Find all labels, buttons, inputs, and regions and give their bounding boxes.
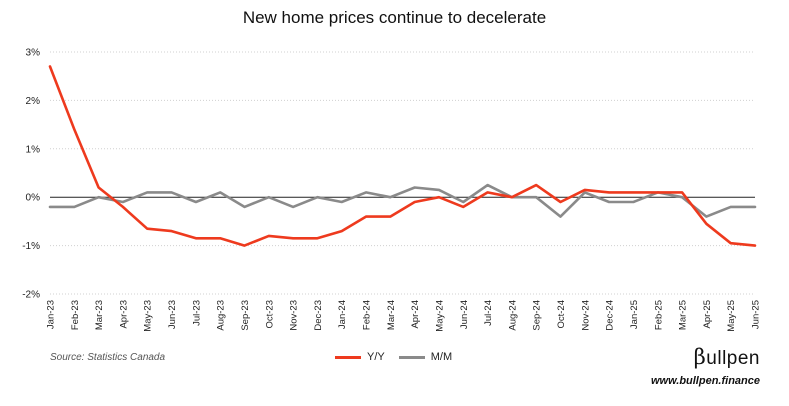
x-tick-label: Sep-24: [532, 300, 543, 331]
x-tick-label: Mar-23: [94, 300, 105, 330]
x-tick-label: Apr-24: [410, 300, 421, 329]
legend: Y/Y M/M: [335, 351, 466, 363]
x-tick-label: Apr-25: [702, 300, 713, 329]
y-tick-label: 0%: [26, 193, 41, 204]
x-tick-label: Sep-23: [240, 300, 251, 331]
x-tick-label: Dec-24: [605, 300, 616, 331]
x-tick-label: Jan-24: [337, 300, 348, 329]
x-tick-label: Jan-25: [629, 300, 640, 329]
y-tick-label: -1%: [22, 241, 40, 252]
x-tick-label: Mar-24: [386, 300, 397, 330]
legend-label-mm: M/M: [430, 351, 453, 363]
x-tick-label: Jun-24: [459, 300, 470, 329]
brand-text: ullpen: [706, 348, 760, 369]
legend-swatch-yy: [335, 355, 361, 359]
x-tick-label: Jan-23: [46, 300, 57, 329]
series-line-mm: [48, 183, 757, 218]
brand-symbol: β: [693, 345, 707, 369]
x-tick-label: Apr-23: [118, 300, 129, 329]
x-tick-label: Jun-25: [751, 300, 762, 329]
x-tick-label: Aug-24: [507, 300, 518, 331]
legend-swatch-mm: [398, 355, 425, 359]
x-tick-label: Jun-23: [167, 300, 178, 329]
site-url: www.bullpen.finance: [651, 375, 760, 387]
x-tick-label: Oct-24: [556, 300, 567, 329]
y-tick-label: -2%: [22, 290, 40, 301]
y-tick-label: 3%: [26, 48, 41, 59]
chart-title: New home prices continue to decelerate: [242, 8, 547, 27]
brand-logo: βullpen: [694, 345, 760, 370]
x-tick-label: Feb-25: [653, 300, 664, 330]
x-tick-label: May-24: [434, 300, 445, 332]
legend-item-mm: M/M: [398, 351, 453, 363]
x-tick-label: Jul-24: [483, 300, 494, 326]
x-axis-ticks: Jan-23 Feb-23 Mar-23 Apr-23 May-23 Jun-23 Jul-…: [46, 300, 762, 332]
x-tick-label: May-25: [726, 300, 737, 332]
x-tick-label: Oct-23: [264, 300, 275, 329]
x-tick-label: Aug-23: [216, 300, 227, 331]
y-axis-ticks: -2% -1% 0% 1% 2% 3%: [22, 48, 40, 301]
x-tick-label: Feb-24: [362, 300, 373, 330]
x-tick-label: Jul-23: [191, 300, 202, 326]
x-tick-label: Dec-23: [313, 300, 324, 331]
series-line-yy: [48, 65, 757, 247]
y-tick-label: 2%: [26, 96, 41, 107]
legend-label-yy: Y/Y: [367, 351, 385, 363]
x-tick-label: Mar-25: [678, 300, 689, 330]
legend-item-yy: Y/Y: [335, 351, 385, 363]
gridlines: [50, 51, 755, 295]
x-tick-label: Nov-23: [289, 300, 300, 331]
x-tick-label: Feb-23: [70, 300, 81, 330]
source-note: Source: Statistics Canada: [50, 352, 166, 363]
y-tick-label: 1%: [26, 144, 41, 155]
x-tick-label: May-23: [143, 300, 154, 332]
x-tick-label: Nov-24: [580, 300, 591, 331]
series-lines: [48, 65, 757, 247]
